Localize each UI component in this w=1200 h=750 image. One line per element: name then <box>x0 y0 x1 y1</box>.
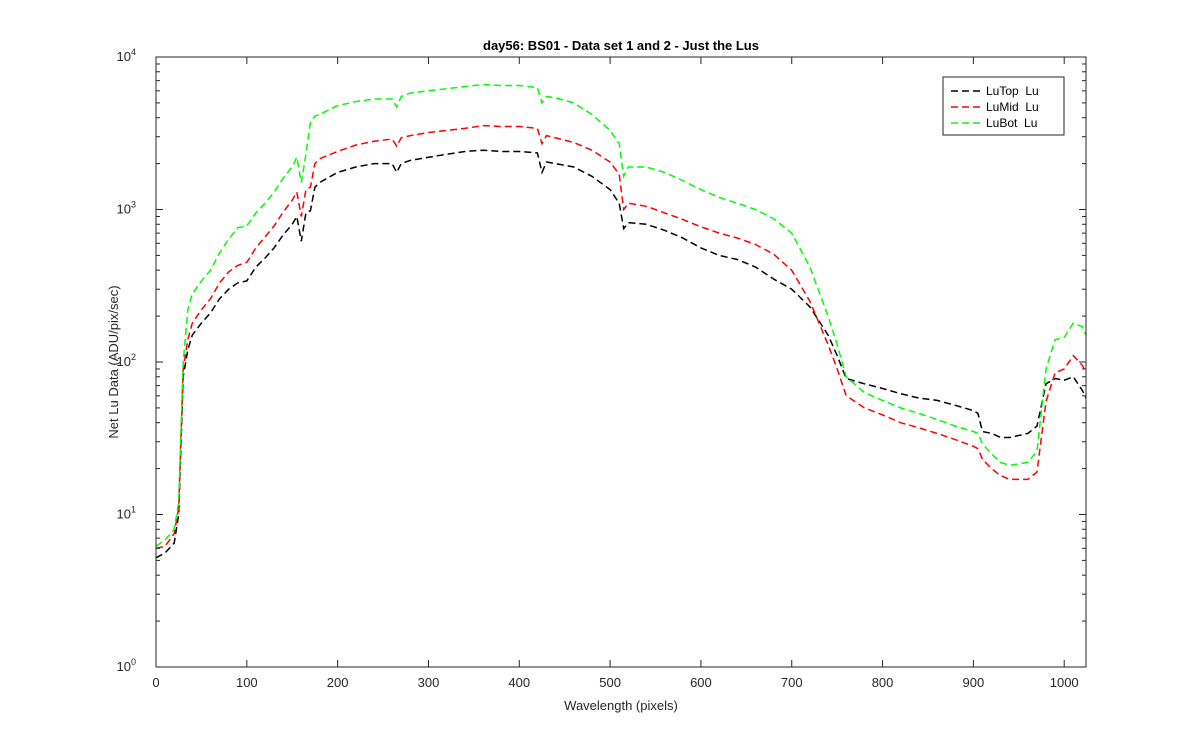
axes-box <box>155 56 1087 668</box>
series-layer <box>155 83 1087 559</box>
y-tick-label: 104 <box>117 47 136 64</box>
series-line-3 <box>155 83 1087 547</box>
y-tick-label: 101 <box>117 505 136 522</box>
x-tick-label: 1000 <box>1050 675 1079 690</box>
legend: LuTop Lu LuMid Lu LuBot Lu <box>942 76 1065 136</box>
x-tick-label: 300 <box>418 675 440 690</box>
y-axis-label: Net Lu Data (ADU/pix/sec) <box>106 285 121 438</box>
y-tick-label: 102 <box>117 352 136 369</box>
series-line-1 <box>155 149 1087 559</box>
chart-title: day56: BS01 - Data set 1 and 2 - Just th… <box>483 38 759 53</box>
legend-label-3: LuBot Lu <box>986 116 1037 130</box>
plot-area <box>156 57 1086 667</box>
x-tick-label: 500 <box>599 675 621 690</box>
x-tick-label: 800 <box>872 675 894 690</box>
y-tick-label: 100 <box>117 657 136 674</box>
x-tick-label: 400 <box>508 675 530 690</box>
x-tick-label: 100 <box>236 675 258 690</box>
x-axis-label: Wavelength (pixels) <box>564 698 678 713</box>
x-tick-label: 0 <box>152 675 159 690</box>
legend-label-1: LuTop Lu <box>986 84 1039 98</box>
x-tick-label: 600 <box>690 675 712 690</box>
x-tick-label: 200 <box>327 675 349 690</box>
x-tick-label: 900 <box>963 675 985 690</box>
legend-label-2: LuMid Lu <box>986 100 1039 114</box>
y-tick-label: 103 <box>117 200 136 217</box>
legend-box <box>942 76 1065 136</box>
x-tick-label: 700 <box>781 675 803 690</box>
